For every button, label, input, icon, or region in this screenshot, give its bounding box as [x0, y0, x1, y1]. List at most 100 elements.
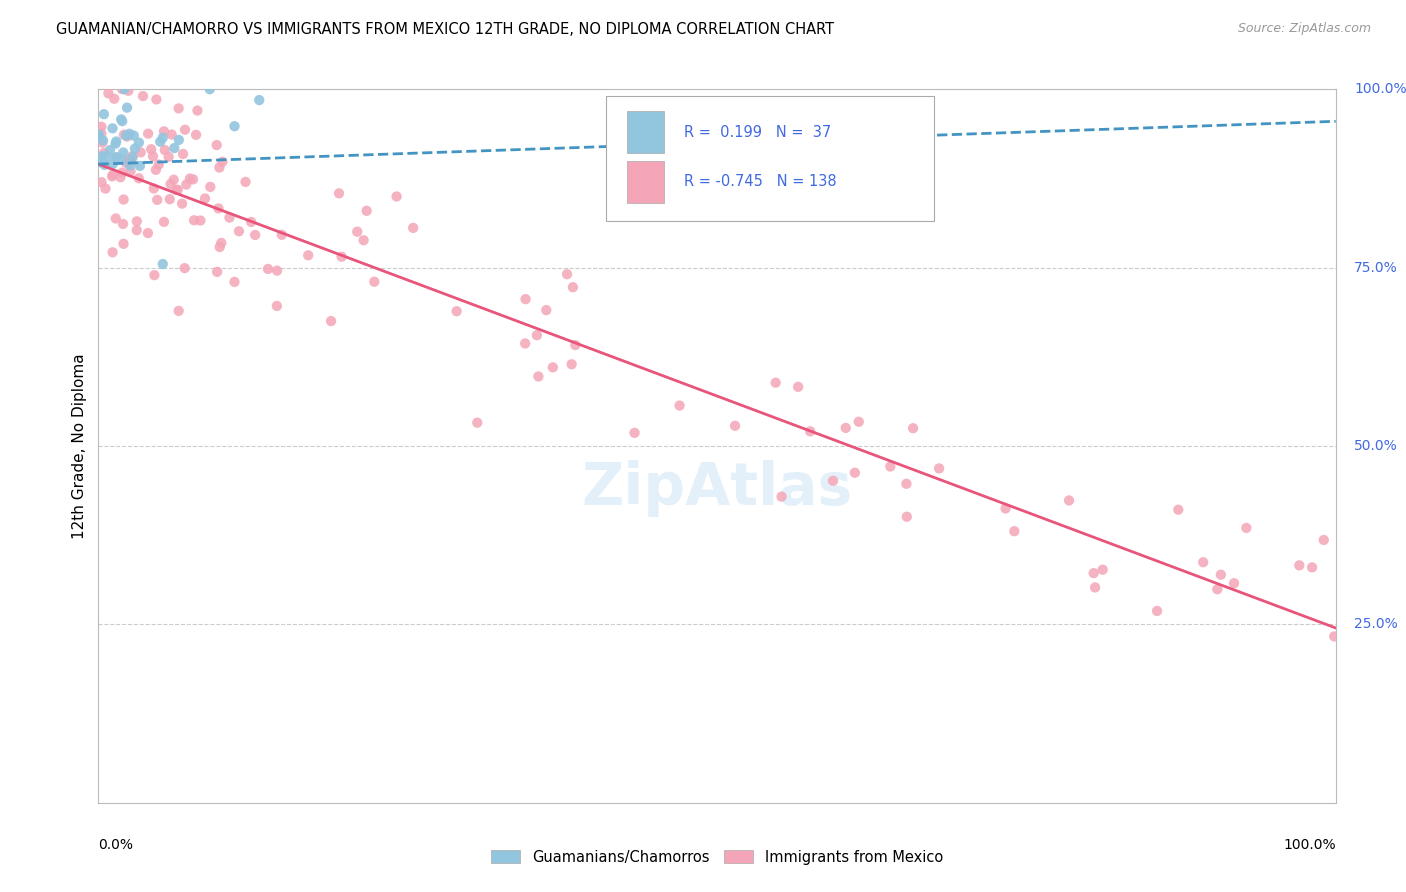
Point: [1288, 558, 1310, 573]
Point: [87, 128, 110, 143]
Point: [143, 268, 166, 282]
Text: 0.0%: 0.0%: [98, 838, 134, 853]
Point: [87, 128, 110, 142]
Point: [101, 169, 124, 184]
Point: [165, 183, 187, 197]
Point: [896, 509, 918, 524]
Point: [142, 181, 165, 195]
Point: [112, 82, 135, 96]
Point: [402, 220, 425, 235]
Point: [257, 262, 280, 277]
Text: GUAMANIAN/CHAMORRO VS IMMIGRANTS FROM MEXICO 12TH GRADE, NO DIPLOMA CORRELATION : GUAMANIAN/CHAMORRO VS IMMIGRANTS FROM ME…: [56, 22, 834, 37]
Point: [765, 376, 787, 390]
Point: [541, 360, 564, 375]
Point: [110, 170, 132, 185]
Point: [1223, 576, 1246, 591]
Text: 75.0%: 75.0%: [1354, 260, 1398, 275]
Point: [160, 128, 183, 142]
Point: [122, 128, 145, 143]
Point: [561, 357, 583, 371]
Point: [96, 149, 118, 163]
Point: [117, 84, 139, 98]
Point: [111, 114, 134, 128]
FancyBboxPatch shape: [627, 111, 664, 153]
Point: [167, 102, 190, 116]
Point: [928, 461, 950, 475]
Point: [1192, 555, 1215, 569]
Point: [152, 257, 174, 271]
Point: [799, 425, 821, 439]
Point: [297, 248, 319, 262]
Point: [115, 101, 138, 115]
Point: [112, 236, 135, 251]
Point: [98, 143, 121, 157]
Point: [247, 93, 270, 107]
Point: [146, 193, 169, 207]
Point: [208, 161, 231, 175]
Point: [270, 227, 292, 242]
Point: [157, 150, 180, 164]
Point: [128, 159, 150, 173]
Point: [835, 421, 858, 435]
Point: [465, 416, 488, 430]
Point: [515, 292, 537, 306]
Point: [205, 265, 228, 279]
Point: [91, 149, 114, 163]
Point: [128, 171, 150, 186]
Point: [1083, 566, 1105, 581]
Point: [101, 168, 124, 182]
Point: [141, 142, 163, 156]
Point: [136, 226, 159, 240]
Point: [555, 267, 578, 281]
Point: [105, 135, 128, 149]
Point: [1084, 581, 1107, 595]
Point: [167, 304, 190, 318]
Point: [132, 89, 155, 103]
Point: [172, 147, 194, 161]
Point: [90, 175, 112, 189]
Point: [115, 129, 138, 144]
Point: [90, 155, 112, 169]
Point: [328, 186, 350, 201]
Point: [111, 82, 134, 96]
Point: [186, 103, 208, 118]
Point: [104, 211, 127, 226]
Point: [1002, 524, 1025, 538]
Point: [166, 183, 188, 197]
Point: [205, 138, 228, 153]
Point: [112, 128, 135, 142]
Point: [148, 157, 170, 171]
Point: [1323, 629, 1346, 643]
Point: [209, 235, 232, 250]
Point: [224, 275, 246, 289]
Point: [446, 304, 468, 318]
Point: [142, 149, 165, 163]
Point: [104, 136, 127, 151]
Point: [240, 215, 263, 229]
Point: [668, 399, 690, 413]
Point: [787, 380, 810, 394]
Point: [1167, 502, 1189, 516]
Point: [200, 180, 222, 194]
Point: [319, 314, 342, 328]
Point: [101, 245, 124, 260]
Point: [207, 202, 229, 216]
Point: [901, 421, 924, 435]
Point: [111, 153, 134, 167]
Point: [159, 177, 181, 191]
Point: [724, 418, 747, 433]
Point: [183, 213, 205, 227]
Point: [129, 145, 152, 160]
Point: [120, 164, 142, 178]
Point: [228, 224, 250, 238]
Point: [152, 130, 174, 145]
Point: [149, 135, 172, 149]
Point: [170, 196, 193, 211]
Point: [153, 143, 176, 157]
Point: [821, 474, 844, 488]
Point: [353, 233, 375, 247]
Point: [94, 181, 117, 195]
Point: [125, 223, 148, 237]
Point: [536, 303, 558, 318]
Point: [105, 151, 128, 165]
